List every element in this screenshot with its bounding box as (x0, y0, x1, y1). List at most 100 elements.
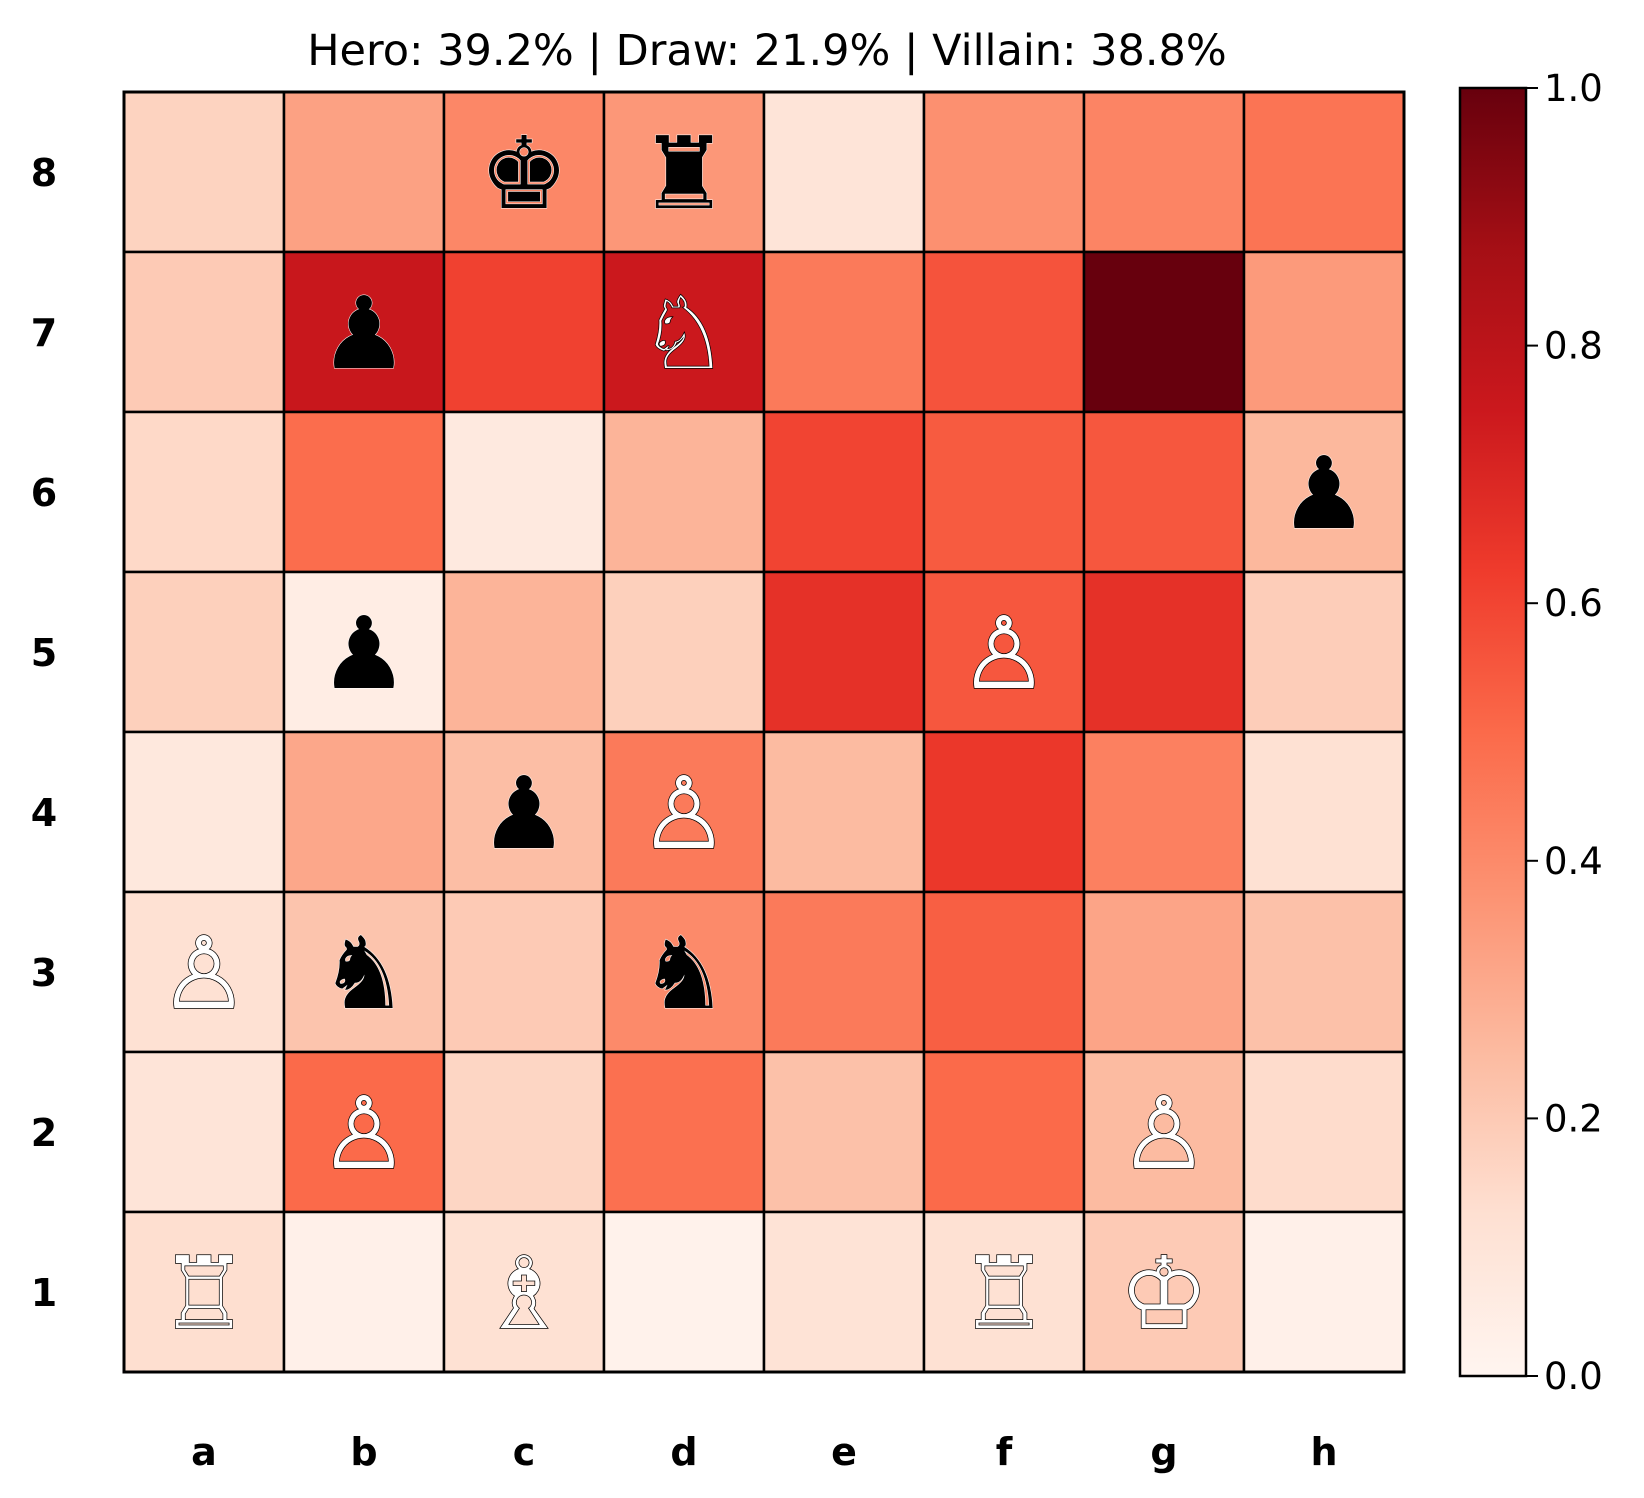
cell-g3 (1082, 890, 1246, 1054)
colorbar-ticks: 0.0 0.2 0.4 0.6 0.8 1.0 (1526, 67, 1603, 1398)
white-bishop-c1: ♗ (479, 1235, 569, 1352)
file-label-f: f (996, 1430, 1013, 1474)
cell-g1 (1082, 1210, 1246, 1374)
cell-h5 (1242, 570, 1406, 734)
file-label-g: g (1150, 1430, 1177, 1474)
white-pawn-g2: ♙ (1119, 1075, 1209, 1192)
cell-c1 (442, 1210, 606, 1374)
cell-a8 (122, 90, 286, 254)
rank-label-6: 6 (31, 471, 57, 515)
cell-a7 (122, 250, 286, 414)
cell-g7 (1082, 250, 1246, 414)
cell-g2 (1082, 1050, 1246, 1214)
rank-label-8: 8 (31, 151, 57, 195)
cell-a5 (122, 570, 286, 734)
cell-d1 (602, 1210, 766, 1374)
cell-f6 (922, 410, 1086, 574)
cell-c4 (442, 730, 606, 894)
cell-d5 (602, 570, 766, 734)
colorbar-tick-label: 0.8 (1544, 325, 1603, 368)
file-label-b: b (350, 1430, 377, 1474)
cell-c3 (442, 890, 606, 1054)
cell-f3 (922, 890, 1086, 1054)
cell-h8 (1242, 90, 1406, 254)
cell-h1 (1242, 1210, 1406, 1374)
white-rook-a1: ♖ (159, 1235, 249, 1352)
cell-c7 (442, 250, 606, 414)
cell-e4 (762, 730, 926, 894)
cell-e8 (762, 90, 926, 254)
white-rook-f1: ♖ (959, 1235, 1049, 1352)
rank-label-2: 2 (31, 1111, 57, 1155)
file-labels: a b c d e f g h (191, 1430, 1337, 1474)
colorbar-tick-label: 0.6 (1544, 582, 1603, 625)
file-label-d: d (670, 1430, 697, 1474)
cell-g6 (1082, 410, 1246, 574)
rank-label-1: 1 (31, 1271, 57, 1315)
cell-f1 (922, 1210, 1086, 1374)
cell-b5 (282, 570, 446, 734)
black-king-c8: ♚ (479, 115, 569, 232)
black-pawn-h6: ♟ (1279, 435, 1369, 552)
black-knight-d3: ♞ (639, 915, 729, 1032)
file-label-c: c (513, 1430, 536, 1474)
cell-d6 (602, 410, 766, 574)
black-pawn-b7: ♟ (319, 275, 409, 392)
black-rook-d8: ♜ (639, 115, 729, 232)
cell-a6 (122, 410, 286, 574)
cell-c5 (442, 570, 606, 734)
cell-g5 (1082, 570, 1246, 734)
cell-d3 (602, 890, 766, 1054)
colorbar-tick-label: 0.0 (1544, 1355, 1603, 1398)
cell-c8 (442, 90, 606, 254)
cell-a4 (122, 730, 286, 894)
chart-title: Hero: 39.2% | Draw: 21.9% | Villain: 38.… (307, 26, 1227, 76)
cell-c2 (442, 1050, 606, 1214)
cell-e3 (762, 890, 926, 1054)
rank-label-5: 5 (31, 631, 57, 675)
colorbar-tick-label: 0.2 (1544, 1097, 1603, 1140)
rank-labels: 8 7 6 5 4 3 2 1 (31, 151, 57, 1315)
cell-h7 (1242, 250, 1406, 414)
cell-e6 (762, 410, 926, 574)
cell-b6 (282, 410, 446, 574)
white-pawn-b2: ♙ (319, 1075, 409, 1192)
cell-f4 (922, 730, 1086, 894)
black-pawn-c4: ♟ (479, 755, 569, 872)
cell-b8 (282, 90, 446, 254)
cell-d7 (602, 250, 766, 414)
cell-e7 (762, 250, 926, 414)
black-knight-b3: ♞ (319, 915, 409, 1032)
file-label-e: e (831, 1430, 857, 1474)
board-cells (122, 90, 1406, 1374)
cell-f2 (922, 1050, 1086, 1214)
cell-h2 (1242, 1050, 1406, 1214)
cell-c6 (442, 410, 606, 574)
board-pieces: ♚ ♜ ♟ ♘ ♟ ♟ ♙ ♟ ♙ ♙ ♞ ♞ ♙ ♙ ♖ ♗ ♖ ♔ (158, 115, 1369, 1353)
file-label-a: a (191, 1430, 217, 1474)
cell-h3 (1242, 890, 1406, 1054)
white-king-g1: ♔ (1119, 1235, 1209, 1352)
white-pawn-d4: ♙ (639, 755, 729, 872)
colorbar (1458, 86, 1528, 1378)
cell-b4 (282, 730, 446, 894)
cell-g4 (1082, 730, 1246, 894)
colorbar-tick-label: 0.4 (1544, 840, 1603, 883)
cell-b7 (282, 250, 446, 414)
colorbar-tick-label: 1.0 (1544, 67, 1603, 110)
white-pawn-f5: ♙ (959, 595, 1049, 712)
cell-a3 (122, 890, 286, 1054)
rank-label-4: 4 (31, 791, 57, 835)
rank-label-3: 3 (31, 951, 57, 995)
board-frame (122, 90, 1406, 1374)
cell-f7 (922, 250, 1086, 414)
cell-e5 (762, 570, 926, 734)
cell-h4 (1242, 730, 1406, 894)
cell-a2 (122, 1050, 286, 1214)
cell-e2 (762, 1050, 926, 1214)
cell-f8 (922, 90, 1086, 254)
cell-e1 (762, 1210, 926, 1374)
cell-g8 (1082, 90, 1246, 254)
cell-b1 (282, 1210, 446, 1374)
